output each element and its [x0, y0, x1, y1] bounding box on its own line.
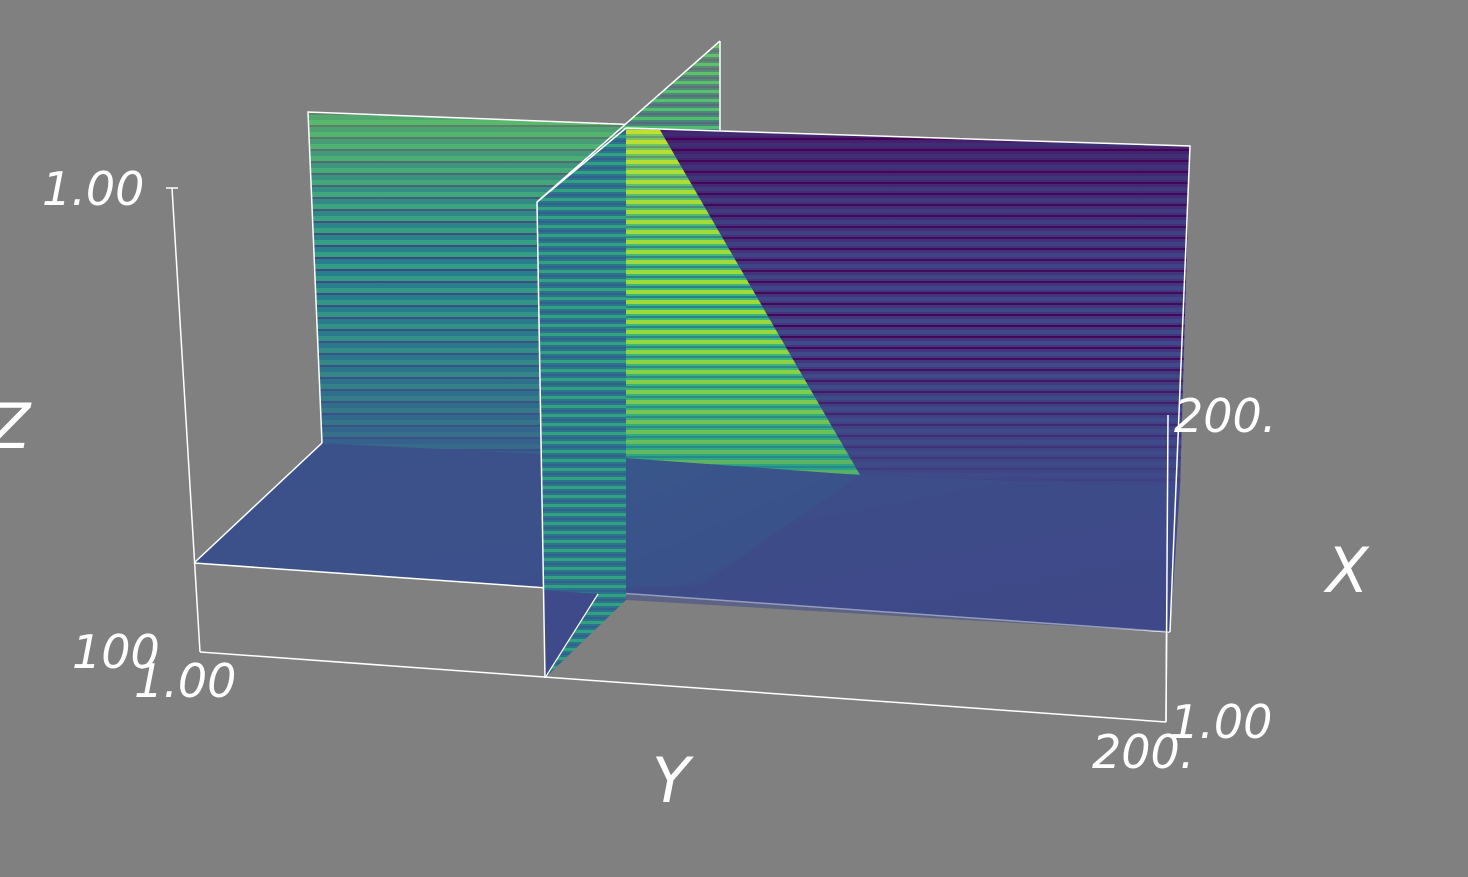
- x-tick-max-label: 200.: [1174, 389, 1276, 443]
- z-tick-min-label: 100: [72, 625, 160, 679]
- y-tick-min-label: 1.00: [134, 654, 236, 708]
- y-tick-max-label: 200.: [1092, 725, 1194, 779]
- y-axis-line: [199, 651, 1167, 723]
- x-axis-label: X: [1323, 534, 1370, 607]
- z-axis-label: Z: [0, 390, 32, 463]
- x-axis-front-line: [1165, 414, 1169, 723]
- x-tick-min-label: 1.00: [1170, 695, 1272, 749]
- z-axis-line: [171, 187, 201, 653]
- z-tick-max-label: 1.00: [42, 162, 144, 216]
- front-right-slice: [625, 127, 1191, 633]
- y-axis-label: Y: [652, 744, 694, 817]
- x-slice-front: [536, 127, 627, 679]
